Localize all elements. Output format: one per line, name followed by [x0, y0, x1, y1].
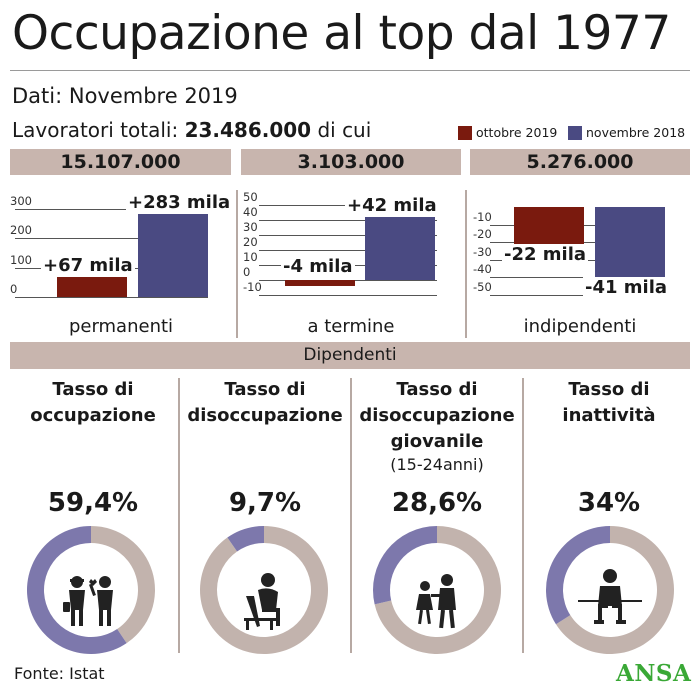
bar-ottobre-2019 — [57, 277, 127, 297]
y-tick-label: -50 — [473, 280, 492, 294]
rate-title-disoccupazione-giovanile: Tasso di disoccupazione giovanile (15-24… — [352, 377, 522, 474]
donut-chart-disoccupazione — [200, 526, 328, 654]
y-tick-label: -30 — [473, 244, 492, 259]
bar-data-label: +283 mila — [126, 191, 233, 213]
bar-ottobre-2019 — [514, 207, 584, 246]
category-label-a-termine: a termine — [307, 316, 395, 337]
rate-title-disoccupazione: Tasso di disoccupazione — [181, 377, 349, 429]
y-tick-label: -40 — [473, 262, 492, 277]
rate-title-line: Tasso di — [396, 379, 478, 400]
bar-chart-permanenti: 300 200 100 0 +67 mila +283 mila — [10, 185, 233, 310]
legend-swatch-nov2018 — [568, 126, 582, 140]
column-separator — [350, 378, 352, 653]
rate-value-disoccupazione-giovanile: 28,6% — [391, 488, 483, 518]
title-divider — [10, 70, 690, 71]
y-tick-label: 40 — [243, 205, 258, 219]
y-tick-label: -10 — [243, 280, 262, 294]
header-permanenti: 15.107.000 — [10, 149, 231, 175]
y-tick-label: 30 — [243, 220, 258, 234]
total-workers-suffix: di cui — [317, 118, 372, 142]
bar-novembre-2018 — [138, 213, 208, 297]
bar-data-label: -22 mila — [502, 243, 589, 265]
sitting-person-icon — [578, 569, 642, 624]
donut-slice-rest — [91, 526, 155, 644]
total-workers-prefix: Lavoratori totali: — [12, 118, 179, 142]
rate-title-line: disoccupazione — [359, 405, 515, 426]
rate-value-disoccupazione: 9,7% — [228, 488, 302, 518]
donut-chart-occupazione — [27, 526, 155, 654]
bar-data-label: -41 mila — [583, 277, 670, 299]
section-band-dipendenti: Dipendenti — [10, 342, 690, 369]
legend-label-nov2018: novembre 2018 — [586, 125, 686, 140]
seated-person-icon — [244, 573, 280, 630]
bar-chart-indipendenti: -10 -20 -30 -40 -50 -22 mila -41 mila — [470, 185, 692, 310]
page-title: Occupazione al top dal 1977 — [12, 6, 671, 61]
rate-title-line: Tasso di — [52, 379, 134, 400]
ansa-logo: ANSA — [616, 660, 692, 687]
bar-chart-a-termine: 50 40 30 20 10 0 -10 -4 mila +42 mila — [241, 185, 461, 310]
column-separator — [522, 378, 524, 653]
bar-novembre-2018 — [365, 217, 435, 280]
y-tick-label: -20 — [473, 227, 492, 242]
gridline — [15, 238, 208, 240]
y-tick-label: 0 — [10, 282, 18, 296]
rate-title-line: inattività — [562, 405, 656, 426]
y-tick-label: 100 — [10, 252, 32, 267]
gridline — [259, 220, 437, 221]
subtitle: Dati: Novembre 2019 — [12, 84, 238, 108]
y-tick-label: 20 — [243, 235, 258, 249]
donut-slice-value — [373, 526, 437, 605]
legend-swatch-oct2019 — [458, 126, 472, 140]
rate-title-line: Tasso di — [224, 379, 306, 400]
legend-label-oct2019: ottobre 2019 — [476, 125, 558, 140]
gridline — [15, 209, 208, 210]
gridline — [15, 297, 208, 298]
bar-data-label: +67 mila — [41, 255, 135, 277]
gridline — [490, 295, 662, 296]
donut-chart-disoccupazione-giovanile — [373, 526, 501, 654]
source-note: Fonte: Istat — [14, 664, 105, 683]
bar-data-label: +42 mila — [345, 195, 439, 216]
rate-title-line: disoccupazione — [187, 405, 343, 426]
gridline — [259, 295, 437, 296]
young-people-icon — [416, 574, 456, 629]
rate-value-occupazione: 59,4% — [47, 488, 139, 518]
donut-slice-value — [546, 526, 610, 625]
total-workers-value: 23.486.000 — [184, 118, 312, 142]
rate-subtitle: (15-24anni) — [390, 455, 484, 474]
bar-ottobre-2019 — [285, 280, 355, 286]
bar-novembre-2018 — [595, 207, 665, 280]
header-a-termine: 3.103.000 — [241, 149, 461, 175]
column-separator — [236, 190, 238, 338]
y-tick-label: -10 — [473, 209, 492, 224]
gridline — [259, 235, 437, 236]
rate-value-inattivita: 34% — [577, 488, 641, 518]
donut-slice-rest — [555, 526, 674, 654]
y-tick-label: 50 — [243, 190, 258, 204]
gridline — [259, 250, 437, 251]
total-workers: Lavoratori totali: 23.486.000 di cui — [12, 118, 371, 142]
y-tick-label: 300 — [10, 194, 32, 208]
bar-data-label: -4 mila — [281, 256, 355, 277]
category-label-permanenti: permanenti — [68, 316, 174, 337]
rate-title-line: giovanile — [390, 431, 484, 452]
workers-icon — [63, 576, 113, 626]
donut-slice-value — [27, 526, 127, 654]
column-separator — [178, 378, 180, 653]
y-tick-label: 10 — [243, 250, 258, 264]
y-tick-label: 200 — [10, 223, 32, 238]
gridline — [490, 277, 662, 279]
rate-title-line: occupazione — [30, 405, 156, 426]
donut-chart-inattivita — [546, 526, 674, 654]
donut-slice-value — [227, 526, 264, 552]
rate-title-inattivita: Tasso di inattività — [525, 377, 693, 429]
rate-title-occupazione: Tasso di occupazione — [10, 377, 176, 429]
category-label-indipendenti: indipendenti — [523, 316, 637, 337]
column-separator — [465, 190, 467, 338]
header-indipendenti: 5.276.000 — [470, 149, 690, 175]
y-tick-label: 0 — [243, 265, 251, 279]
rate-title-line: Tasso di — [568, 379, 650, 400]
